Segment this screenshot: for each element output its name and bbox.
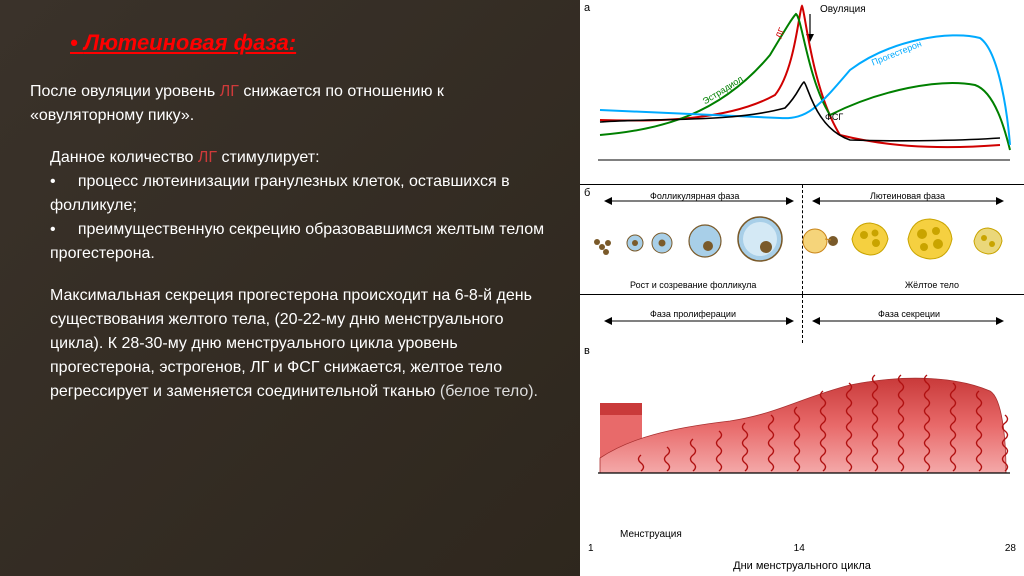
secretion-label: Фаза секреции xyxy=(878,309,940,319)
luteal-phase-label: Лютеиновая фаза xyxy=(870,191,945,201)
corpus-luteum-label: Жёлтое тело xyxy=(905,280,959,290)
p2-post: стимулирует: xyxy=(217,149,320,166)
ovulation-marker: Овуляция xyxy=(806,4,866,42)
follicle-labels: Рост и созревание фолликула Жёлтое тело xyxy=(590,280,1014,290)
tick-28: 28 xyxy=(1005,543,1016,554)
endometrial-phase-panel: Фаза пролиферации Фаза секреции xyxy=(580,295,1024,343)
progesterone-curve xyxy=(600,35,1010,145)
p1-lg: ЛГ xyxy=(220,83,239,100)
p2-lg: ЛГ xyxy=(198,149,217,166)
xaxis-title: Дни менструального цикла xyxy=(580,560,1024,572)
list-item: процесс лютеинизации гранулезных клеток,… xyxy=(50,170,560,218)
follicle-growth-label: Рост и созревание фолликула xyxy=(630,280,756,290)
menstruation-label: Менструация xyxy=(620,529,682,540)
tick-1: 1 xyxy=(588,543,594,554)
paragraph-3: Максимальная секреция прогестерона проис… xyxy=(50,284,560,404)
paragraph-1: После овуляции уровень ЛГ снижается по о… xyxy=(30,80,560,128)
list-item: преимущественную секрецию образовавшимся… xyxy=(50,218,560,266)
ovary-phase-arrows: Фолликулярная фаза Лютеиновая фаза xyxy=(580,189,1024,209)
ovulation-label: Овуляция xyxy=(820,4,866,15)
follicle-svg xyxy=(580,211,1024,271)
p3-white-body: (белое тело). xyxy=(440,383,538,400)
stimulation-list: процесс лютеинизации гранулезных клеток,… xyxy=(50,170,560,266)
p2-pre: Данное количество xyxy=(50,149,198,166)
tick-14: 14 xyxy=(794,543,805,554)
xaxis-ticks: 1 14 28 xyxy=(580,543,1024,554)
diagram-panel: а Овуляция ЛГ Эстрадиол Прогестерон ФСГ … xyxy=(580,0,1024,576)
endometrium-panel: в Менструация 1 14 28 Дни xyxy=(580,343,1024,576)
endometrium-svg xyxy=(580,343,1024,493)
ovulation-divider xyxy=(802,295,803,343)
follicular-phase-label: Фолликулярная фаза xyxy=(650,191,739,201)
section-title: Лютеиновая фаза: xyxy=(70,30,560,56)
p1-pre: После овуляции уровень xyxy=(30,83,220,100)
proliferation-label: Фаза пролиферации xyxy=(650,309,736,319)
text-panel: Лютеиновая фаза: После овуляции уровень … xyxy=(0,0,580,576)
fsh-curve xyxy=(600,82,1000,141)
ovary-phase-panel: б Фолликулярная фаза Лютеиновая фаза xyxy=(580,185,1024,295)
paragraph-2: Данное количество ЛГ стимулирует: процес… xyxy=(50,146,560,266)
fsh-label: ФСГ xyxy=(825,112,843,122)
panel-label-a: а xyxy=(584,2,590,14)
hormone-svg: Овуляция xyxy=(580,0,1024,185)
hormone-chart: а Овуляция ЛГ Эстрадиол Прогестерон ФСГ xyxy=(580,0,1024,185)
